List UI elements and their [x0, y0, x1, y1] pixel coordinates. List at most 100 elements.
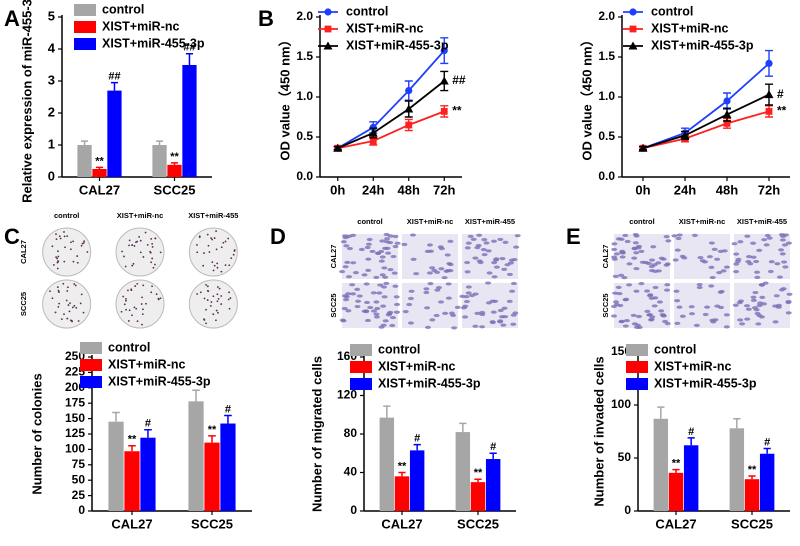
colony	[124, 265, 127, 268]
cell	[780, 287, 787, 291]
legend-swatch	[74, 38, 96, 50]
colony	[198, 236, 201, 239]
cell	[408, 289, 415, 293]
colony	[133, 306, 136, 309]
cell	[383, 281, 390, 286]
colony	[86, 251, 89, 253]
colony	[196, 244, 198, 246]
colony	[122, 295, 125, 298]
cell	[761, 238, 768, 242]
colony	[136, 320, 139, 323]
cell	[633, 251, 640, 255]
bar	[167, 164, 182, 177]
legend-label: XIST+miR-455-3p	[108, 374, 211, 388]
cell	[776, 275, 783, 279]
cell	[759, 295, 766, 299]
cell	[633, 289, 640, 293]
cell	[409, 233, 416, 237]
y-tick-label: 3	[48, 72, 55, 87]
cell	[734, 259, 741, 264]
colony	[60, 318, 63, 321]
colony	[216, 300, 219, 303]
legend-swatch	[626, 378, 648, 390]
cell	[675, 236, 682, 241]
legend-marker	[629, 8, 637, 16]
y-tick-label: 1	[48, 136, 55, 151]
colony	[63, 313, 65, 316]
cell	[392, 244, 399, 249]
cell	[379, 239, 386, 243]
colony	[157, 297, 160, 300]
colony	[76, 255, 79, 257]
cell	[723, 325, 730, 329]
significance-label: **	[128, 434, 137, 446]
error-bar	[733, 418, 741, 429]
cell	[380, 304, 387, 308]
error-bar	[208, 435, 216, 443]
cell	[366, 237, 373, 242]
cell	[744, 234, 751, 238]
cell	[345, 309, 352, 313]
cell	[626, 262, 633, 266]
cell	[651, 304, 658, 308]
colony	[131, 264, 134, 267]
cell	[750, 255, 757, 259]
image-column-label: XIST+miR-455	[188, 211, 238, 220]
cell	[618, 319, 625, 323]
cell	[465, 291, 472, 295]
colony	[227, 237, 230, 240]
cell	[752, 290, 759, 295]
colony	[215, 230, 217, 233]
bar	[379, 417, 395, 511]
cell	[750, 295, 757, 299]
colony	[140, 303, 143, 305]
cell	[774, 262, 781, 266]
colony	[141, 308, 144, 311]
significance-label: #	[764, 436, 770, 448]
cell	[373, 275, 380, 280]
x-tick-label: 0h	[635, 182, 650, 197]
cell	[664, 283, 671, 287]
point	[723, 97, 731, 105]
bar	[107, 90, 122, 177]
cell	[382, 319, 389, 323]
cell	[464, 260, 471, 265]
colony	[224, 240, 227, 243]
colony	[123, 255, 125, 258]
error-bar	[763, 447, 771, 454]
colony	[128, 239, 131, 242]
colony	[123, 303, 126, 306]
cell	[373, 300, 380, 304]
y-tick-label: 0	[48, 168, 55, 183]
cell	[394, 241, 401, 245]
colony	[51, 245, 54, 248]
point	[638, 143, 648, 152]
cell	[429, 266, 436, 270]
colony	[229, 297, 232, 299]
cell	[731, 242, 738, 246]
cell	[757, 301, 764, 305]
legend-swatch	[80, 359, 102, 371]
cell	[779, 238, 786, 242]
y-tick-label: 2.0	[296, 9, 313, 23]
y-tick-label: 50	[72, 472, 86, 486]
cell	[616, 291, 623, 296]
cell	[509, 289, 516, 293]
x-tick-label: 72h	[433, 182, 455, 197]
line	[337, 110, 445, 150]
colony	[51, 297, 54, 300]
cell	[733, 252, 740, 256]
colony	[212, 313, 215, 316]
cell	[427, 249, 434, 253]
cell	[708, 284, 715, 288]
cell	[673, 289, 680, 293]
legend-marker	[323, 41, 333, 50]
cell	[462, 315, 469, 319]
cell	[624, 239, 631, 244]
cell	[619, 255, 626, 259]
cell	[778, 248, 785, 252]
plate-image	[115, 279, 165, 329]
legend-swatch	[80, 342, 102, 354]
cell	[363, 282, 370, 286]
cell	[497, 237, 504, 242]
